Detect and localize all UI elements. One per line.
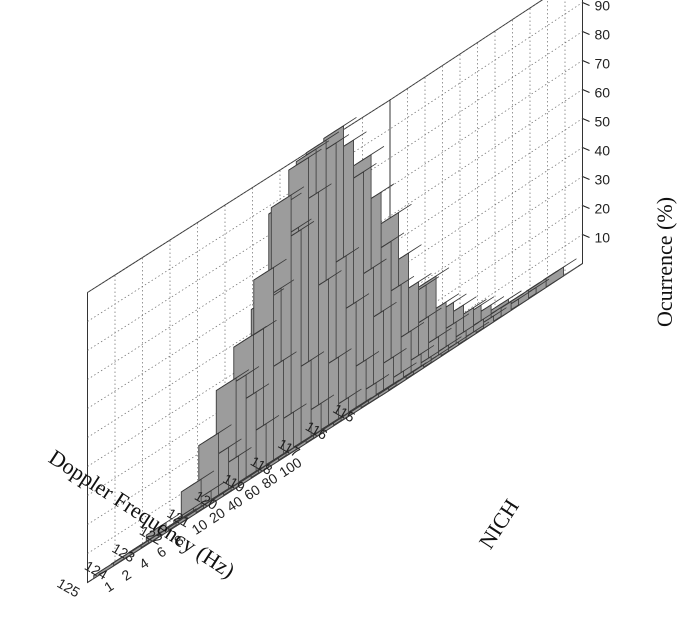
z-tick-label: 80 [595,27,611,43]
horizontal-gridline [87,31,583,351]
z-tick-label: 30 [595,172,611,188]
horizontal-gridline [87,2,583,322]
z-tick-mark [582,118,590,122]
y-tick-label: 80 [259,470,281,492]
y-tick-label: 6 [154,543,169,561]
z-tick-mark [582,205,590,209]
horizontal-gridline [87,176,583,496]
z-tick-label: 20 [595,201,611,217]
z-tick-label: 50 [595,114,611,130]
y-tick-label: 20 [206,504,228,526]
horizontal-gridline [87,0,543,293]
horizontal-gridline [87,118,583,438]
horizontal-gridline [87,234,583,554]
z-tick-mark [582,60,590,64]
y-tick-label: 1 [101,577,116,595]
z-tick-mark [582,2,590,6]
y-tick-label: 60 [241,481,263,503]
z-tick-label: 40 [595,143,611,159]
y-tick-label: 40 [224,493,246,515]
z-tick-mark [582,176,590,180]
y-tick-label: 10 [189,516,211,538]
z-tick-mark [582,147,590,151]
horizontal-gridline [87,205,583,525]
z-tick-mark [582,31,590,35]
bar [93,554,127,579]
horizontal-gridline [87,147,583,467]
y-axis-title: NICH [474,494,524,553]
x-tick-label: 125 [55,575,83,601]
horizontal-gridline [87,89,583,409]
y-tick-label: 2 [119,566,134,584]
z-tick-label: 10 [595,230,611,246]
y-tick-label: 4 [136,554,151,572]
z-axis-title: Ocurrence (%) [652,197,677,327]
z-tick-mark [582,89,590,93]
z-tick-mark [582,234,590,238]
horizontal-gridline [87,60,583,380]
bars [93,117,577,579]
z-tick-label: 60 [595,85,611,101]
z-tick-label: 90 [595,0,611,14]
z-tick-label: 70 [595,56,611,72]
